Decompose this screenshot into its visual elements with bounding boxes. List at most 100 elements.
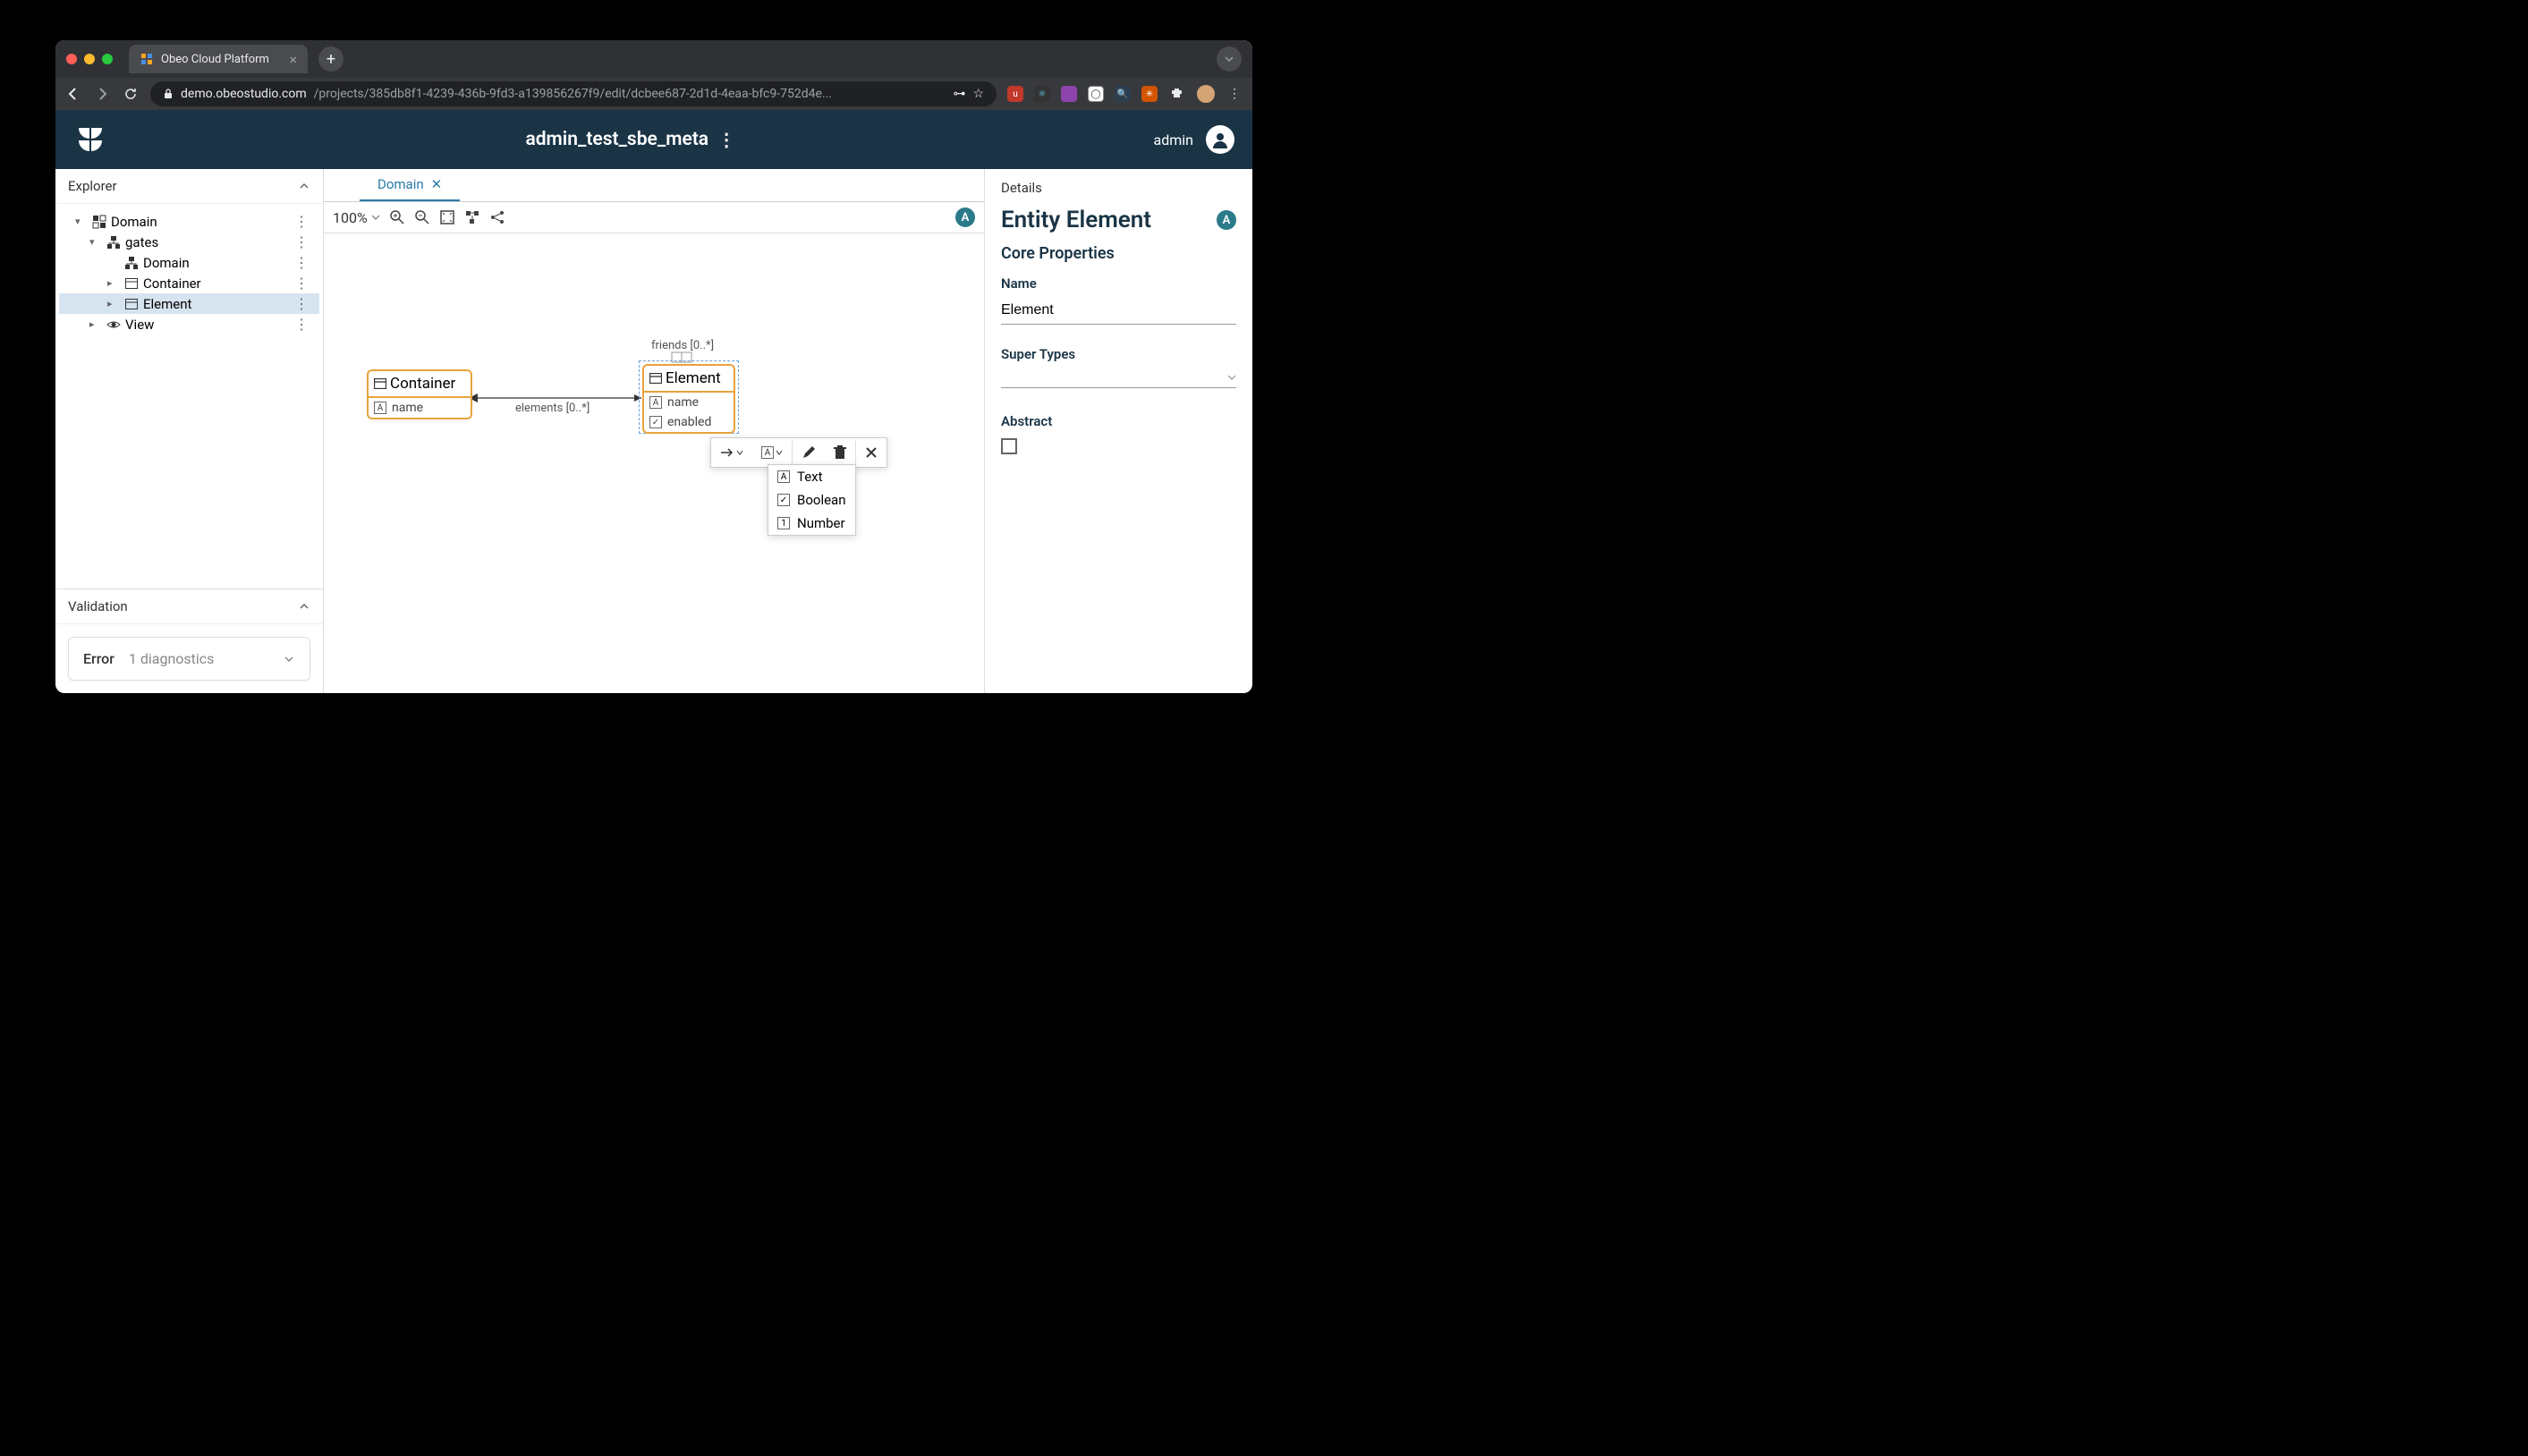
ext-gear-icon[interactable]: ✳ — [1141, 86, 1158, 102]
reload-button[interactable] — [122, 87, 140, 101]
forward-button[interactable] — [93, 87, 111, 101]
attribute-type-menu: A Text ✓ Boolean 1 Number — [768, 464, 856, 536]
ctx-close-button[interactable] — [856, 439, 886, 466]
tree-label: Element — [143, 296, 285, 312]
ctx-edit-button[interactable] — [793, 438, 825, 467]
url-input[interactable]: demo.obeostudio.com/projects/385db8f1-42… — [150, 81, 997, 106]
entity-attribute[interactable]: ✓ enabled — [644, 412, 734, 432]
tree-item-domain[interactable]: ▾ Domain ⋮ — [59, 211, 319, 232]
tree-item-menu-icon[interactable]: ⋮ — [289, 275, 314, 292]
fit-screen-icon[interactable] — [439, 209, 455, 225]
entity-attribute[interactable]: A name — [369, 398, 471, 418]
editor-tab-strip: Domain ✕ — [324, 169, 984, 202]
ctx-delete-button[interactable] — [825, 438, 855, 467]
content-area: Explorer ▾ Domain ⋮ ▾ — [55, 169, 1252, 693]
editor-toolbar: 100% A — [324, 202, 984, 233]
attr-label: name — [667, 395, 699, 410]
tree-item-menu-icon[interactable]: ⋮ — [289, 316, 314, 333]
app-title-menu-icon[interactable]: ⋮ — [717, 129, 735, 150]
ctx-relation-button[interactable] — [711, 439, 752, 466]
browser-menu-icon[interactable]: ⋮ — [1226, 85, 1243, 103]
arrange-icon[interactable] — [464, 209, 480, 225]
star-icon[interactable]: ☆ — [972, 87, 984, 101]
tabs-dropdown-button[interactable] — [1217, 47, 1242, 72]
field-abstract-label: Abstract — [1001, 413, 1236, 429]
extensions-icon[interactable] — [1168, 85, 1186, 103]
user-avatar-icon[interactable] — [1206, 125, 1234, 154]
user-badge-a[interactable]: A — [1217, 210, 1236, 230]
window-maximize-button[interactable] — [102, 54, 113, 64]
zoom-out-icon[interactable] — [414, 209, 430, 225]
entity-element[interactable]: Element A name ✓ enabled — [642, 364, 735, 434]
entity-title: Container — [390, 375, 455, 393]
validation-collapse-icon[interactable] — [298, 600, 310, 613]
app-logo-icon[interactable] — [73, 123, 107, 157]
key-icon[interactable]: ⊶ — [953, 87, 965, 101]
validation-error-label: Error — [83, 650, 115, 667]
chevron-down-icon[interactable] — [283, 653, 295, 665]
caret-right-icon[interactable]: ▸ — [107, 298, 120, 309]
text-attr-icon: A — [374, 402, 386, 414]
tab-close-icon[interactable]: × — [289, 51, 297, 68]
window-close-button[interactable] — [66, 54, 77, 64]
ext-circle-icon[interactable]: ◯ — [1088, 86, 1104, 102]
validation-title: Validation — [68, 598, 128, 614]
tab-favicon-icon — [140, 52, 154, 66]
tree-item-element[interactable]: ▸ Element ⋮ — [59, 293, 319, 314]
zoom-in-icon[interactable] — [389, 209, 405, 225]
zoom-selector[interactable]: 100% — [333, 209, 380, 226]
profile-avatar-icon[interactable] — [1197, 85, 1215, 103]
new-tab-button[interactable]: + — [318, 47, 344, 72]
field-name-label: Name — [1001, 275, 1236, 292]
entity-title: Element — [666, 369, 721, 387]
tab-title: Obeo Cloud Platform — [161, 53, 269, 66]
caret-down-icon[interactable]: ▾ — [75, 216, 88, 227]
name-input[interactable] — [1001, 297, 1236, 325]
tree-item-container[interactable]: ▸ Container ⋮ — [59, 273, 319, 293]
super-types-select[interactable] — [1001, 368, 1236, 388]
ext-purple-icon[interactable] — [1061, 86, 1077, 102]
explorer-header[interactable]: Explorer — [55, 169, 323, 204]
browser-tab[interactable]: Obeo Cloud Platform × — [129, 45, 308, 73]
tree-item-menu-icon[interactable]: ⋮ — [289, 213, 314, 230]
user-badge-a[interactable]: A — [955, 207, 975, 227]
tree-label: gates — [125, 234, 285, 250]
entity-icon — [123, 278, 140, 289]
editor-tab-domain[interactable]: Domain ✕ — [360, 169, 460, 201]
validation-header[interactable]: Validation — [55, 589, 323, 624]
caret-down-icon[interactable]: ▾ — [89, 236, 102, 248]
ext-search-icon[interactable]: 🔍 — [1115, 86, 1131, 102]
entity-attribute[interactable]: A name — [644, 393, 734, 412]
entity-container[interactable]: Container A name — [367, 369, 472, 419]
ctx-attribute-button[interactable]: A — [752, 439, 792, 466]
validation-diag-count: 1 diagnostics — [129, 650, 215, 667]
caret-right-icon[interactable]: ▸ — [89, 318, 102, 330]
tree-item-domain-child[interactable]: Domain ⋮ — [59, 252, 319, 273]
explorer-collapse-icon[interactable] — [298, 180, 310, 192]
address-bar: demo.obeostudio.com/projects/385db8f1-42… — [55, 78, 1252, 110]
menu-label: Text — [797, 469, 823, 485]
text-attr-icon: A — [761, 446, 774, 459]
back-button[interactable] — [64, 87, 82, 101]
ext-react-icon[interactable]: ⚛ — [1034, 86, 1050, 102]
tree-label: View — [125, 317, 285, 333]
tree-item-view[interactable]: ▸ View ⋮ — [59, 314, 319, 334]
tree-label: Domain — [143, 255, 285, 271]
ext-ublock-icon[interactable]: u — [1007, 86, 1023, 102]
menu-item-boolean[interactable]: ✓ Boolean — [768, 488, 855, 512]
menu-item-text[interactable]: A Text — [768, 465, 855, 488]
app-title: admin_test_sbe_meta ⋮ — [525, 129, 735, 150]
validation-card[interactable]: Error 1 diagnostics — [68, 637, 310, 681]
abstract-checkbox[interactable] — [1001, 438, 1017, 454]
entity-icon — [649, 373, 662, 384]
editor-tab-close-icon[interactable]: ✕ — [431, 176, 443, 192]
tree-item-menu-icon[interactable]: ⋮ — [289, 254, 314, 271]
menu-item-number[interactable]: 1 Number — [768, 512, 855, 535]
window-minimize-button[interactable] — [84, 54, 95, 64]
tree-item-menu-icon[interactable]: ⋮ — [289, 295, 314, 312]
tree-item-gates[interactable]: ▾ gates ⋮ — [59, 232, 319, 252]
caret-right-icon[interactable]: ▸ — [107, 277, 120, 289]
share-icon[interactable] — [489, 209, 505, 225]
diagram-canvas[interactable]: Container A name Element A name — [324, 233, 984, 693]
tree-item-menu-icon[interactable]: ⋮ — [289, 233, 314, 250]
